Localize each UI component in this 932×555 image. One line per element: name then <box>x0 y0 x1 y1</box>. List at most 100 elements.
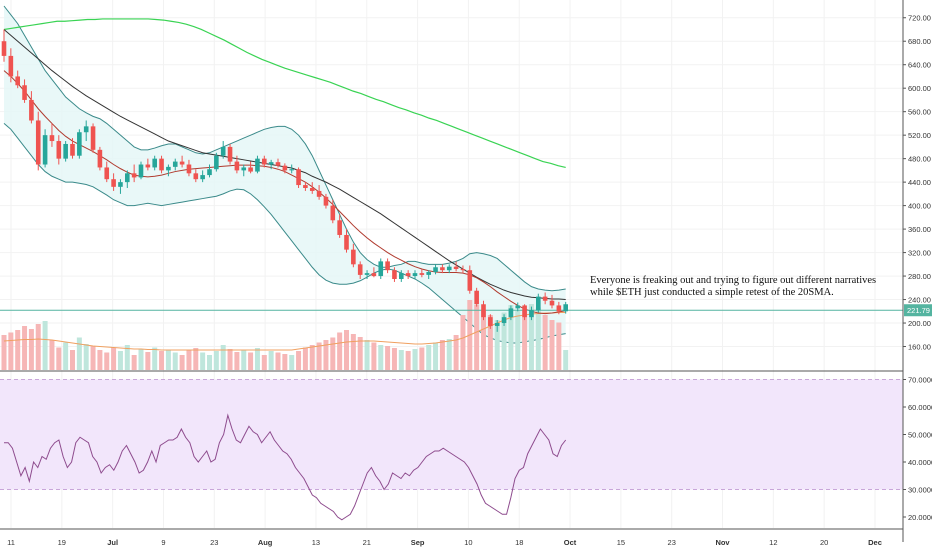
candle-body[interactable] <box>309 188 315 191</box>
candle-body[interactable] <box>193 173 199 180</box>
candle-body[interactable] <box>220 146 226 156</box>
candle-body[interactable] <box>323 196 329 206</box>
candle-body[interactable] <box>446 266 452 271</box>
time-tick-label: Sep <box>411 538 425 547</box>
candle-body[interactable] <box>248 167 253 172</box>
candle-body[interactable] <box>440 267 445 271</box>
candle-body[interactable] <box>268 162 274 165</box>
candle-body[interactable] <box>104 167 110 180</box>
candle-body[interactable] <box>481 304 486 318</box>
candle-body[interactable] <box>131 173 137 178</box>
candle-body[interactable] <box>138 164 144 178</box>
candle-body[interactable] <box>172 161 178 167</box>
candle-body[interactable] <box>344 234 349 250</box>
candle-body[interactable] <box>70 143 75 156</box>
candle-body[interactable] <box>549 300 555 306</box>
candle-body[interactable] <box>426 271 431 275</box>
candle-body[interactable] <box>227 146 233 162</box>
candle-body[interactable] <box>556 305 562 312</box>
candle-body[interactable] <box>77 132 82 156</box>
candle-body[interactable] <box>467 270 473 291</box>
candle-body[interactable] <box>474 290 479 305</box>
volume-bar <box>207 355 212 370</box>
candle-body[interactable] <box>392 270 397 279</box>
candle-body[interactable] <box>111 179 116 187</box>
candle-body[interactable] <box>234 161 240 171</box>
candle-body[interactable] <box>83 126 89 133</box>
rsi-band <box>0 379 903 490</box>
candle-body[interactable] <box>364 273 370 275</box>
candle-body[interactable] <box>453 266 459 270</box>
candle-body[interactable] <box>166 166 171 171</box>
volume-bar <box>83 344 89 370</box>
candle-body[interactable] <box>22 85 27 100</box>
candle-body[interactable] <box>515 305 521 309</box>
candle-body[interactable] <box>378 261 384 277</box>
candle-body[interactable] <box>118 182 123 187</box>
candle-body[interactable] <box>8 55 14 77</box>
candle-body[interactable] <box>35 120 41 165</box>
candle-body[interactable] <box>433 267 438 272</box>
candle-body[interactable] <box>522 305 527 318</box>
candle-body[interactable] <box>56 141 62 159</box>
candle-body[interactable] <box>494 323 500 326</box>
candle-body[interactable] <box>488 317 493 326</box>
candle-body[interactable] <box>125 173 130 183</box>
candle-body[interactable] <box>186 164 192 174</box>
candle-body[interactable] <box>542 296 548 301</box>
candle-body[interactable] <box>351 249 356 265</box>
candle-body[interactable] <box>385 261 390 271</box>
candle-body[interactable] <box>460 269 466 271</box>
annotation-line-1: Everyone is freaking out and trying to f… <box>590 275 877 286</box>
volume-bar <box>337 332 343 370</box>
candle-body[interactable] <box>200 175 205 180</box>
candle-body[interactable] <box>15 76 20 86</box>
candle-body[interactable] <box>419 273 425 275</box>
candle-body[interactable] <box>316 190 322 197</box>
candle-body[interactable] <box>262 158 267 165</box>
candle-body[interactable] <box>289 169 294 171</box>
candle-body[interactable] <box>214 155 219 170</box>
candle-body[interactable] <box>508 308 514 318</box>
candle-body[interactable] <box>152 158 157 168</box>
candle-body[interactable] <box>255 158 260 172</box>
candle-body[interactable] <box>42 135 48 165</box>
candle-body[interactable] <box>529 310 534 318</box>
candle-body[interactable] <box>296 169 301 186</box>
candle-body[interactable] <box>303 185 308 188</box>
candle-body[interactable] <box>399 273 404 279</box>
volume-bar <box>309 345 315 370</box>
candle-body[interactable] <box>405 273 411 277</box>
candle-body[interactable] <box>90 126 96 150</box>
candle-body[interactable] <box>330 205 336 221</box>
candle-body[interactable] <box>179 161 185 165</box>
volume-bar <box>248 352 254 370</box>
candle-body[interactable] <box>29 99 34 121</box>
candle-body[interactable] <box>357 264 363 275</box>
candlesticks[interactable] <box>1 29 568 332</box>
candle-body[interactable] <box>49 135 55 142</box>
candle-body[interactable] <box>63 143 68 159</box>
candle-body[interactable] <box>501 317 507 324</box>
candle-body[interactable] <box>282 165 288 171</box>
candle-body[interactable] <box>207 169 212 176</box>
price-tick-label: 640.00 <box>908 61 931 70</box>
candle-body[interactable] <box>241 167 247 171</box>
candle-body[interactable] <box>563 304 568 312</box>
volume-bar <box>412 349 418 370</box>
volume-bar <box>501 312 507 370</box>
candle-body[interactable] <box>275 162 281 166</box>
time-tick-label: 9 <box>161 538 165 547</box>
candle-body[interactable] <box>412 273 418 277</box>
candle-body[interactable] <box>159 158 164 171</box>
candle-body[interactable] <box>97 149 103 168</box>
chart-annotation[interactable]: Everyone is freaking out and trying to f… <box>590 275 877 299</box>
candle-body[interactable] <box>337 220 342 235</box>
candle-body[interactable] <box>145 164 151 168</box>
candle-body[interactable] <box>1 41 7 56</box>
candle-body[interactable] <box>371 273 377 277</box>
candle-body[interactable] <box>536 296 541 311</box>
